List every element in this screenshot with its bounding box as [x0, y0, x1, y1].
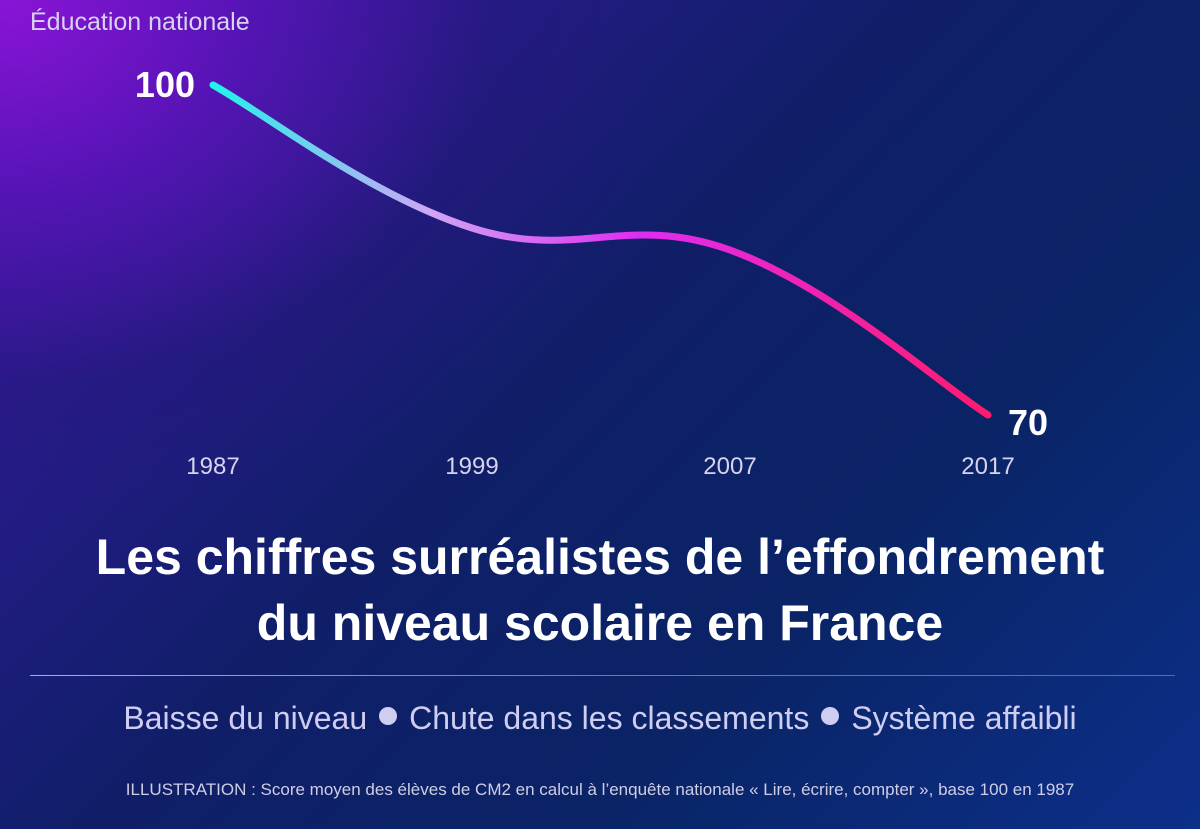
headline-line-2: du niveau scolaire en France — [256, 595, 944, 651]
x-tick-label-2007: 2007 — [703, 453, 756, 480]
bullet-dot-icon — [379, 707, 398, 725]
tag-list: Baisse du niveau Chute dans les classemen… — [0, 700, 1200, 737]
line-chart: 1987 1999 2007 2017 100 70 — [135, 64, 1048, 480]
tag-chute: Chute dans les classements — [409, 700, 810, 736]
tag-baisse: Baisse du niveau — [123, 700, 368, 736]
caption: ILLUSTRATION : Score moyen des élèves de… — [125, 780, 1075, 799]
bullet-dot-icon — [821, 707, 840, 725]
series-line — [209, 81, 992, 419]
x-tick-label-1987: 1987 — [186, 453, 239, 480]
data-label-start: 100 — [135, 64, 195, 105]
divider — [30, 675, 1175, 676]
tag-systeme: Système affaibli — [851, 700, 1077, 736]
x-tick-label-2017: 2017 — [961, 453, 1014, 480]
kicker-label: Éducation nationale — [30, 8, 250, 36]
headline-line-1: Les chiffres surréalistes de l’effondrem… — [95, 529, 1105, 585]
headline: Les chiffres surréalistes de l’effondrem… — [0, 524, 1200, 656]
data-label-end: 70 — [1008, 402, 1048, 443]
x-tick-label-1999: 1999 — [445, 453, 498, 480]
